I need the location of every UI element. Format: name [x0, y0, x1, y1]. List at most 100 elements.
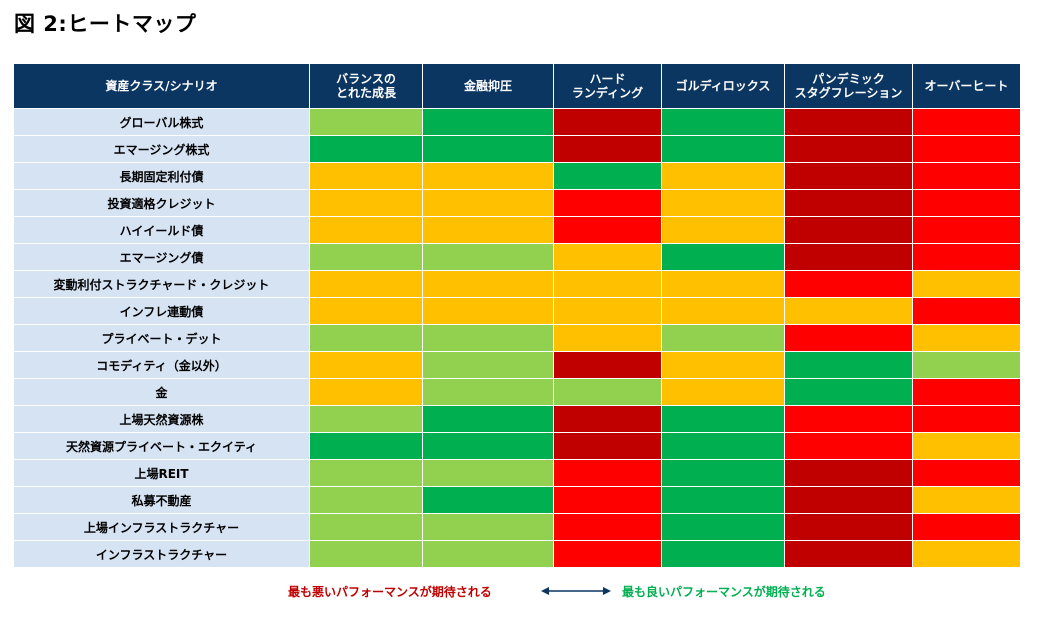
- row-label: インフレ連動債: [13, 297, 310, 325]
- legend: 最も悪いパフォーマンスが期待される 最も良いパフォーマンスが期待される: [0, 583, 1047, 601]
- column-header: ゴルディロックス: [661, 63, 785, 109]
- heat-cell: [553, 189, 662, 217]
- column-header: 金融抑圧: [422, 63, 554, 109]
- heat-cell: [912, 486, 1021, 514]
- heat-cell: [309, 162, 423, 190]
- heat-cell: [912, 540, 1021, 568]
- heat-cell: [553, 432, 662, 460]
- heat-cell: [661, 351, 785, 379]
- heat-cell: [422, 270, 554, 298]
- heat-cell: [912, 108, 1021, 136]
- figure-title: 図 2:ヒートマップ: [14, 12, 197, 36]
- heat-cell: [784, 108, 913, 136]
- heat-cell: [661, 486, 785, 514]
- heatmap-table: 資産クラス/シナリオ バランスの とれた成長 金融抑圧 ハード ランディング ゴ…: [13, 63, 1021, 568]
- heat-cell: [553, 243, 662, 271]
- heat-cell: [309, 405, 423, 433]
- row-label: 金: [13, 378, 310, 406]
- heat-cell: [784, 189, 913, 217]
- table-row: 投資適格クレジット: [13, 189, 1021, 217]
- table-row: 上場REIT: [13, 459, 1021, 487]
- table-row: 上場インフラストラクチャー: [13, 513, 1021, 541]
- heat-cell: [784, 162, 913, 190]
- table-row: インフレ連動債: [13, 297, 1021, 325]
- heat-cell: [661, 243, 785, 271]
- heat-cell: [784, 351, 913, 379]
- table-row: 私募不動産: [13, 486, 1021, 514]
- heat-cell: [553, 459, 662, 487]
- heat-cell: [912, 432, 1021, 460]
- heat-cell: [309, 216, 423, 244]
- legend-worst-label: 最も悪いパフォーマンスが期待される: [288, 585, 492, 599]
- table-row: プライベート・デット: [13, 324, 1021, 352]
- heat-cell: [661, 459, 785, 487]
- heat-cell: [912, 378, 1021, 406]
- heat-cell: [553, 324, 662, 352]
- heat-cell: [784, 486, 913, 514]
- heat-cell: [422, 351, 554, 379]
- row-label: 長期固定利付債: [13, 162, 310, 190]
- table-row: ハイイールド債: [13, 216, 1021, 244]
- heat-cell: [784, 135, 913, 163]
- heat-cell: [912, 162, 1021, 190]
- double-arrow-icon: [541, 587, 611, 595]
- row-label: コモディティ（金以外）: [13, 351, 310, 379]
- heat-cell: [553, 135, 662, 163]
- heat-cell: [309, 270, 423, 298]
- heat-cell: [912, 243, 1021, 271]
- heat-cell: [422, 459, 554, 487]
- row-label: 上場天然資源株: [13, 405, 310, 433]
- table-row: エマージング株式: [13, 135, 1021, 163]
- heat-cell: [309, 486, 423, 514]
- heat-cell: [309, 189, 423, 217]
- table-row: インフラストラクチャー: [13, 540, 1021, 568]
- heat-cell: [422, 432, 554, 460]
- row-label: エマージング債: [13, 243, 310, 271]
- heatmap-body: グローバル株式 エマージング株式 長期固定利付債 投資適格クレジット ハイイールド債 エマ…: [13, 108, 1021, 568]
- heat-cell: [309, 378, 423, 406]
- heat-cell: [553, 162, 662, 190]
- heat-cell: [661, 189, 785, 217]
- column-header: ハード ランディング: [553, 63, 662, 109]
- heat-cell: [422, 108, 554, 136]
- heat-cell: [661, 432, 785, 460]
- heat-cell: [912, 270, 1021, 298]
- heat-cell: [553, 486, 662, 514]
- heat-cell: [661, 513, 785, 541]
- heat-cell: [661, 270, 785, 298]
- heat-cell: [422, 189, 554, 217]
- heat-cell: [661, 216, 785, 244]
- heat-cell: [422, 297, 554, 325]
- heat-cell: [553, 378, 662, 406]
- column-header: パンデミック スタグフレーション: [784, 63, 913, 109]
- row-label: インフラストラクチャー: [13, 540, 310, 568]
- heat-cell: [309, 324, 423, 352]
- table-row: コモディティ（金以外）: [13, 351, 1021, 379]
- heat-cell: [661, 405, 785, 433]
- heat-cell: [553, 540, 662, 568]
- heat-cell: [661, 135, 785, 163]
- heat-cell: [422, 162, 554, 190]
- heat-cell: [912, 297, 1021, 325]
- heat-cell: [661, 324, 785, 352]
- heat-cell: [912, 351, 1021, 379]
- corner-header: 資産クラス/シナリオ: [13, 63, 310, 109]
- heat-cell: [661, 297, 785, 325]
- heat-cell: [422, 216, 554, 244]
- table-row: 長期固定利付債: [13, 162, 1021, 190]
- row-label: グローバル株式: [13, 108, 310, 136]
- heat-cell: [309, 108, 423, 136]
- heat-cell: [661, 162, 785, 190]
- heat-cell: [912, 513, 1021, 541]
- row-label: ハイイールド債: [13, 216, 310, 244]
- heat-cell: [422, 540, 554, 568]
- heat-cell: [309, 540, 423, 568]
- table-row: グローバル株式: [13, 108, 1021, 136]
- heat-cell: [784, 540, 913, 568]
- heat-cell: [553, 513, 662, 541]
- heat-cell: [553, 405, 662, 433]
- table-row: エマージング債: [13, 243, 1021, 271]
- heat-cell: [912, 405, 1021, 433]
- heat-cell: [553, 270, 662, 298]
- heat-cell: [553, 108, 662, 136]
